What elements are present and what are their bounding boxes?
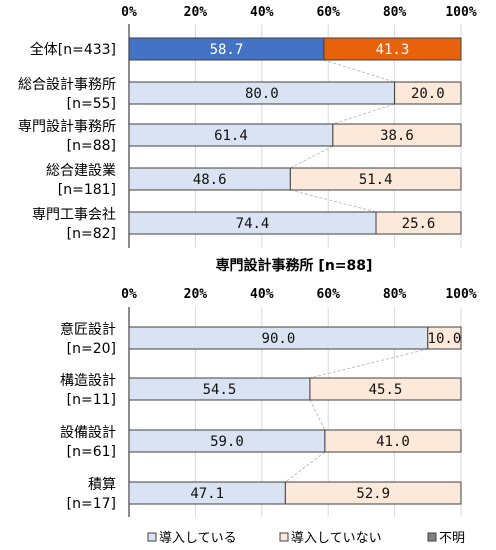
x-tick-label: 40%	[250, 5, 274, 20]
data-label: 51.4	[359, 172, 393, 188]
data-label: 90.0	[262, 331, 296, 347]
data-label: 10.0	[428, 331, 462, 347]
category-label: 構造設計	[60, 373, 116, 389]
category-label: [n=17]	[67, 496, 116, 512]
chart-specialist-design: 0% 20% 40% 60% 80% 100% 90.0 10.0 意匠設計 [n=20] 54.5…	[60, 287, 477, 517]
category-label: 全体[n=433]	[30, 41, 116, 58]
connector-line	[323, 59, 395, 83]
connector-line	[332, 103, 395, 125]
bar-segment	[427, 326, 462, 350]
legend-label: 不明	[439, 531, 465, 546]
data-label: 41.0	[376, 434, 410, 450]
legend: 導入している 導入していない 不明	[147, 531, 465, 546]
x-tick-label: 100%	[445, 5, 476, 20]
connector-line	[290, 145, 334, 169]
bar-segment	[375, 211, 462, 235]
bar-segment	[289, 167, 462, 191]
data-label: 52.9	[356, 486, 390, 502]
x-tick-label: 80%	[383, 5, 407, 20]
category-label: 意匠設計	[60, 321, 116, 338]
category-label: [n=82]	[67, 226, 116, 242]
category-label: [n=181]	[58, 182, 116, 198]
legend-label: 導入している	[159, 531, 237, 546]
category-label: [n=20]	[67, 341, 116, 357]
data-label: 58.7	[210, 42, 244, 58]
category-label: [n=11]	[67, 392, 116, 408]
legend-swatch	[279, 532, 289, 542]
category-label: [n=61]	[67, 444, 116, 460]
data-label: 48.6	[193, 172, 227, 188]
connector-line	[285, 451, 326, 483]
x-tick-label: 60%	[316, 287, 340, 302]
x-tick-label: 0%	[121, 5, 137, 20]
connector-line	[309, 399, 326, 431]
x-tick-label: 40%	[250, 287, 274, 302]
category-label: 積算	[88, 477, 116, 493]
data-label: 74.4	[236, 216, 270, 232]
bar-segment	[394, 81, 462, 105]
connector-line	[309, 348, 428, 379]
data-label: 25.6	[402, 216, 436, 232]
bar-segment	[324, 429, 462, 453]
data-label: 38.6	[380, 128, 414, 144]
category-label: 総合建設業	[46, 163, 116, 179]
x-tick-label: 0%	[121, 287, 137, 302]
bar-segment	[309, 377, 462, 401]
legend-swatch	[427, 532, 437, 542]
legend-swatch	[147, 532, 157, 542]
bar-segment	[332, 123, 462, 147]
data-label: 54.5	[203, 382, 237, 398]
data-label: 20.0	[411, 86, 445, 102]
category-label: [n=55]	[67, 96, 116, 112]
category-label: 専門設計事務所	[18, 119, 116, 135]
chart-2-title: 専門設計事務所 [n=88]	[216, 257, 373, 274]
category-label: 総合設計事務所	[18, 77, 116, 93]
data-label: 41.3	[376, 42, 410, 58]
category-label: 設備設計	[60, 425, 116, 441]
chart-overall: 0% 20% 40% 60% 80% 100% 58.7 41.3 全体[n=433] 80.0 2…	[18, 5, 477, 248]
data-label: 61.4	[214, 128, 248, 144]
bar-segment	[284, 481, 462, 505]
data-label: 80.0	[245, 86, 279, 102]
x-tick-label: 20%	[184, 287, 208, 302]
data-label: 59.0	[210, 434, 244, 450]
data-label: 45.5	[369, 382, 403, 398]
x-tick-label: 80%	[383, 287, 407, 302]
x-tick-label: 100%	[445, 287, 476, 302]
x-tick-label: 20%	[184, 5, 208, 20]
category-label: 専門工事会社	[32, 207, 116, 223]
category-label: [n=88]	[67, 138, 116, 154]
bar-segment	[323, 37, 462, 61]
connector-line	[290, 189, 377, 213]
legend-label: 導入していない	[291, 531, 382, 546]
data-label: 47.1	[190, 486, 224, 502]
x-tick-label: 60%	[316, 5, 340, 20]
